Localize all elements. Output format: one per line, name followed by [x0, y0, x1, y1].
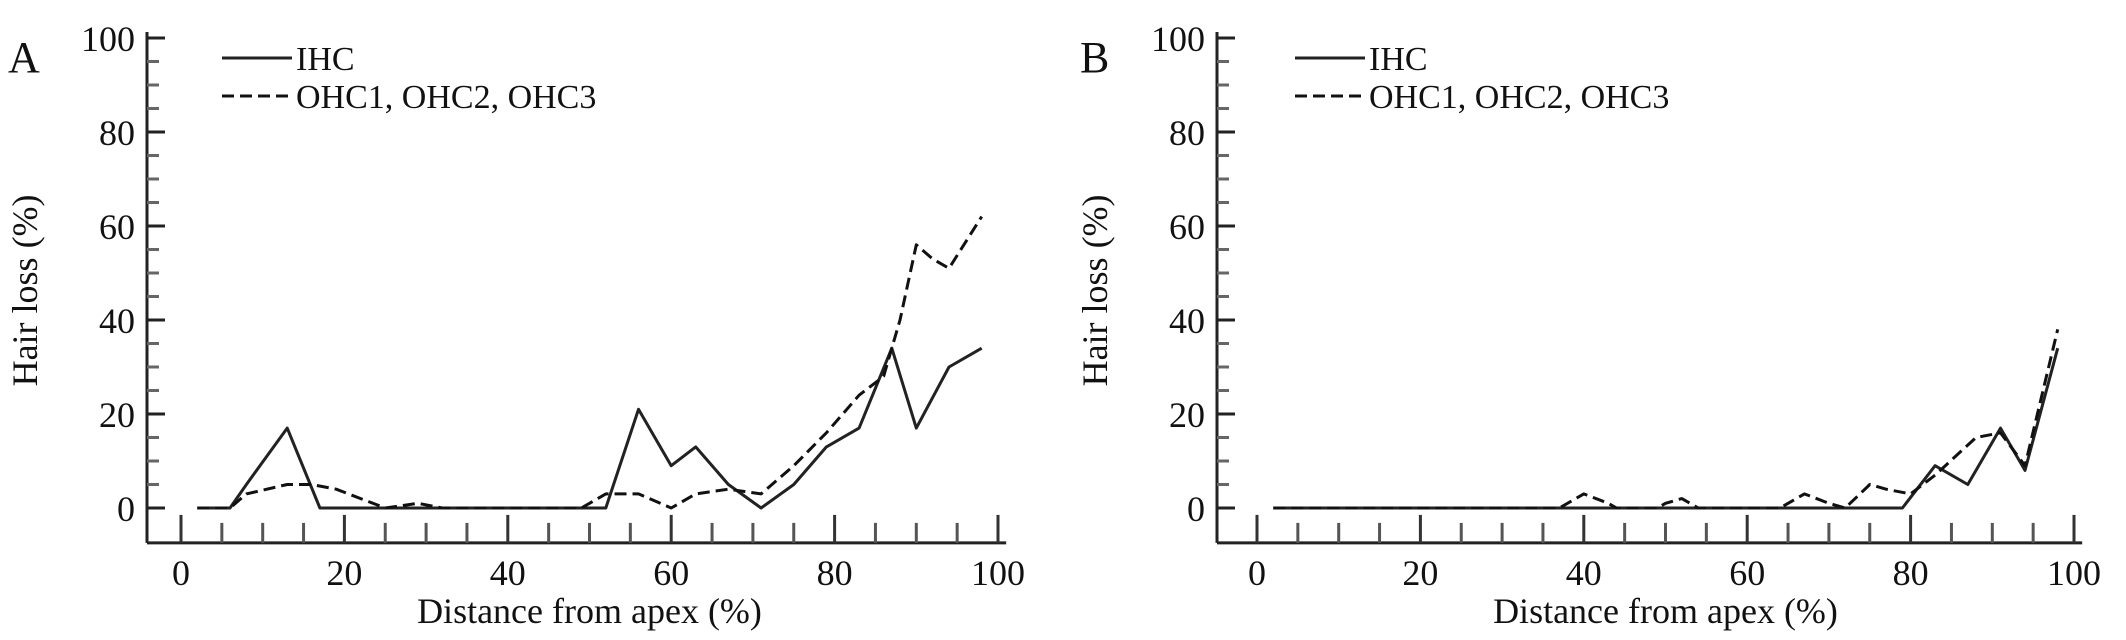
x-tick-label: 40: [490, 553, 526, 593]
x-tick-label: 80: [817, 553, 853, 593]
x-tick-label: 0: [1248, 553, 1266, 593]
y-tick-label: 100: [81, 19, 135, 59]
x-tick-label: 100: [2047, 553, 2101, 593]
series-line-ihc: [1273, 347, 2060, 510]
legend-label: IHC: [296, 41, 355, 78]
x-tick-label: 80: [1893, 553, 1929, 593]
series-line-ihc: [197, 346, 983, 510]
series-line-ohc: [1273, 329, 2060, 510]
x-axis-title: Distance from apex (%): [1493, 591, 1838, 631]
y-tick-label: 80: [1169, 113, 1205, 153]
series-line-ohc: [197, 215, 983, 510]
y-tick-label: 60: [99, 207, 135, 247]
y-tick-label: 40: [99, 301, 135, 341]
x-axis-title: Distance from apex (%): [417, 591, 762, 631]
y-tick-label: 80: [99, 113, 135, 153]
x-tick-label: 40: [1566, 553, 1602, 593]
x-tick-label: 0: [172, 553, 190, 593]
y-axis-title: Hair loss (%): [5, 194, 45, 386]
y-tick-label: 40: [1169, 301, 1205, 341]
legend-label: OHC1, OHC2, OHC3: [1369, 79, 1669, 116]
panel-b: B 0 20 40 60 80 100 0 20 40 60 80 100 Distance from a…: [1075, 19, 2101, 631]
panel-a: A 0 20 40 60 80 100 0 20 40 60 80 100 Distance from a…: [5, 19, 1025, 631]
panel-label: A: [8, 33, 40, 82]
y-tick-label: 0: [1187, 489, 1205, 529]
x-tick-label: 60: [1729, 553, 1765, 593]
x-tick-label: 20: [326, 553, 362, 593]
y-tick-label: 100: [1151, 19, 1205, 59]
legend-label: IHC: [1369, 41, 1428, 78]
legend-label: OHC1, OHC2, OHC3: [296, 79, 596, 116]
y-tick-label: 60: [1169, 207, 1205, 247]
y-tick-label: 20: [1169, 395, 1205, 435]
y-tick-label: 20: [99, 395, 135, 435]
x-tick-label: 60: [653, 553, 689, 593]
x-tick-label: 20: [1402, 553, 1438, 593]
panel-label: B: [1080, 33, 1109, 82]
y-axis-title: Hair loss (%): [1075, 194, 1115, 386]
x-tick-label: 100: [971, 553, 1025, 593]
y-tick-label: 0: [117, 489, 135, 529]
